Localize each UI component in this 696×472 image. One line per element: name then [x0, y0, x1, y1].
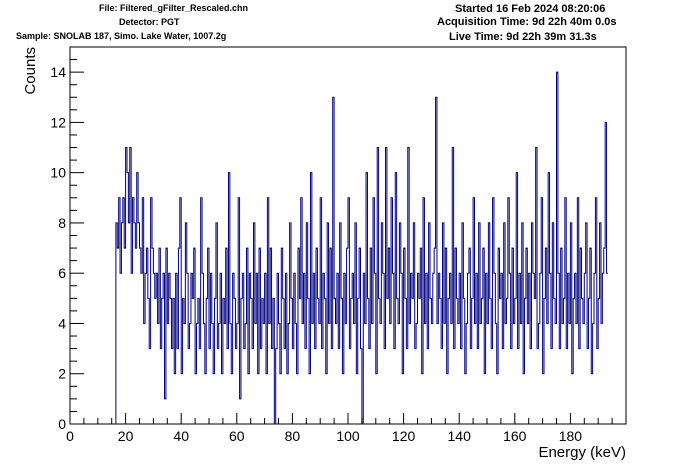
- x-tick-label: 60: [229, 428, 245, 444]
- y-tick-label: 6: [58, 265, 66, 281]
- file-label: File: Filtered_gFilter_Rescaled.chn: [99, 3, 249, 13]
- x-tick-label: 0: [66, 428, 74, 444]
- x-tick-label: 20: [118, 428, 134, 444]
- y-tick-label: 14: [50, 64, 66, 80]
- x-axis-label: Energy (keV): [538, 444, 626, 461]
- x-tick-label: 100: [336, 428, 360, 444]
- detector-label: Detector: PGT: [119, 17, 180, 27]
- histogram-series: [115, 71, 608, 425]
- y-tick-label: 0: [58, 416, 66, 432]
- x-tick-label: 120: [392, 428, 416, 444]
- y-tick-label: 4: [58, 315, 66, 331]
- sample-label: Sample: SNOLAB 187, Simo. Lake Water, 10…: [16, 31, 227, 41]
- x-tick-label: 140: [448, 428, 472, 444]
- acquisition-time-label: Acquisition Time: 9d 22h 40m 0.0s: [437, 16, 617, 28]
- y-tick-label: 8: [58, 215, 66, 231]
- y-tick-label: 12: [50, 114, 66, 130]
- y-tick-label: 2: [58, 366, 66, 382]
- x-tick-label: 160: [503, 428, 527, 444]
- x-tick-label: 80: [285, 428, 301, 444]
- y-axis-label: Counts: [22, 47, 39, 95]
- live-time-label: Live Time: 9d 22h 39m 31.3s: [449, 31, 597, 43]
- started-label: Started 16 Feb 2024 08:20:06: [455, 3, 606, 15]
- x-tick-label: 180: [559, 428, 583, 444]
- x-tick-label: 40: [173, 428, 189, 444]
- y-tick-label: 10: [50, 165, 66, 181]
- x-axis: 0 20 40 60 80 100 120 140 160 180: [66, 413, 613, 444]
- y-axis: 0 2 4 6 8 10 12 14: [50, 46, 84, 432]
